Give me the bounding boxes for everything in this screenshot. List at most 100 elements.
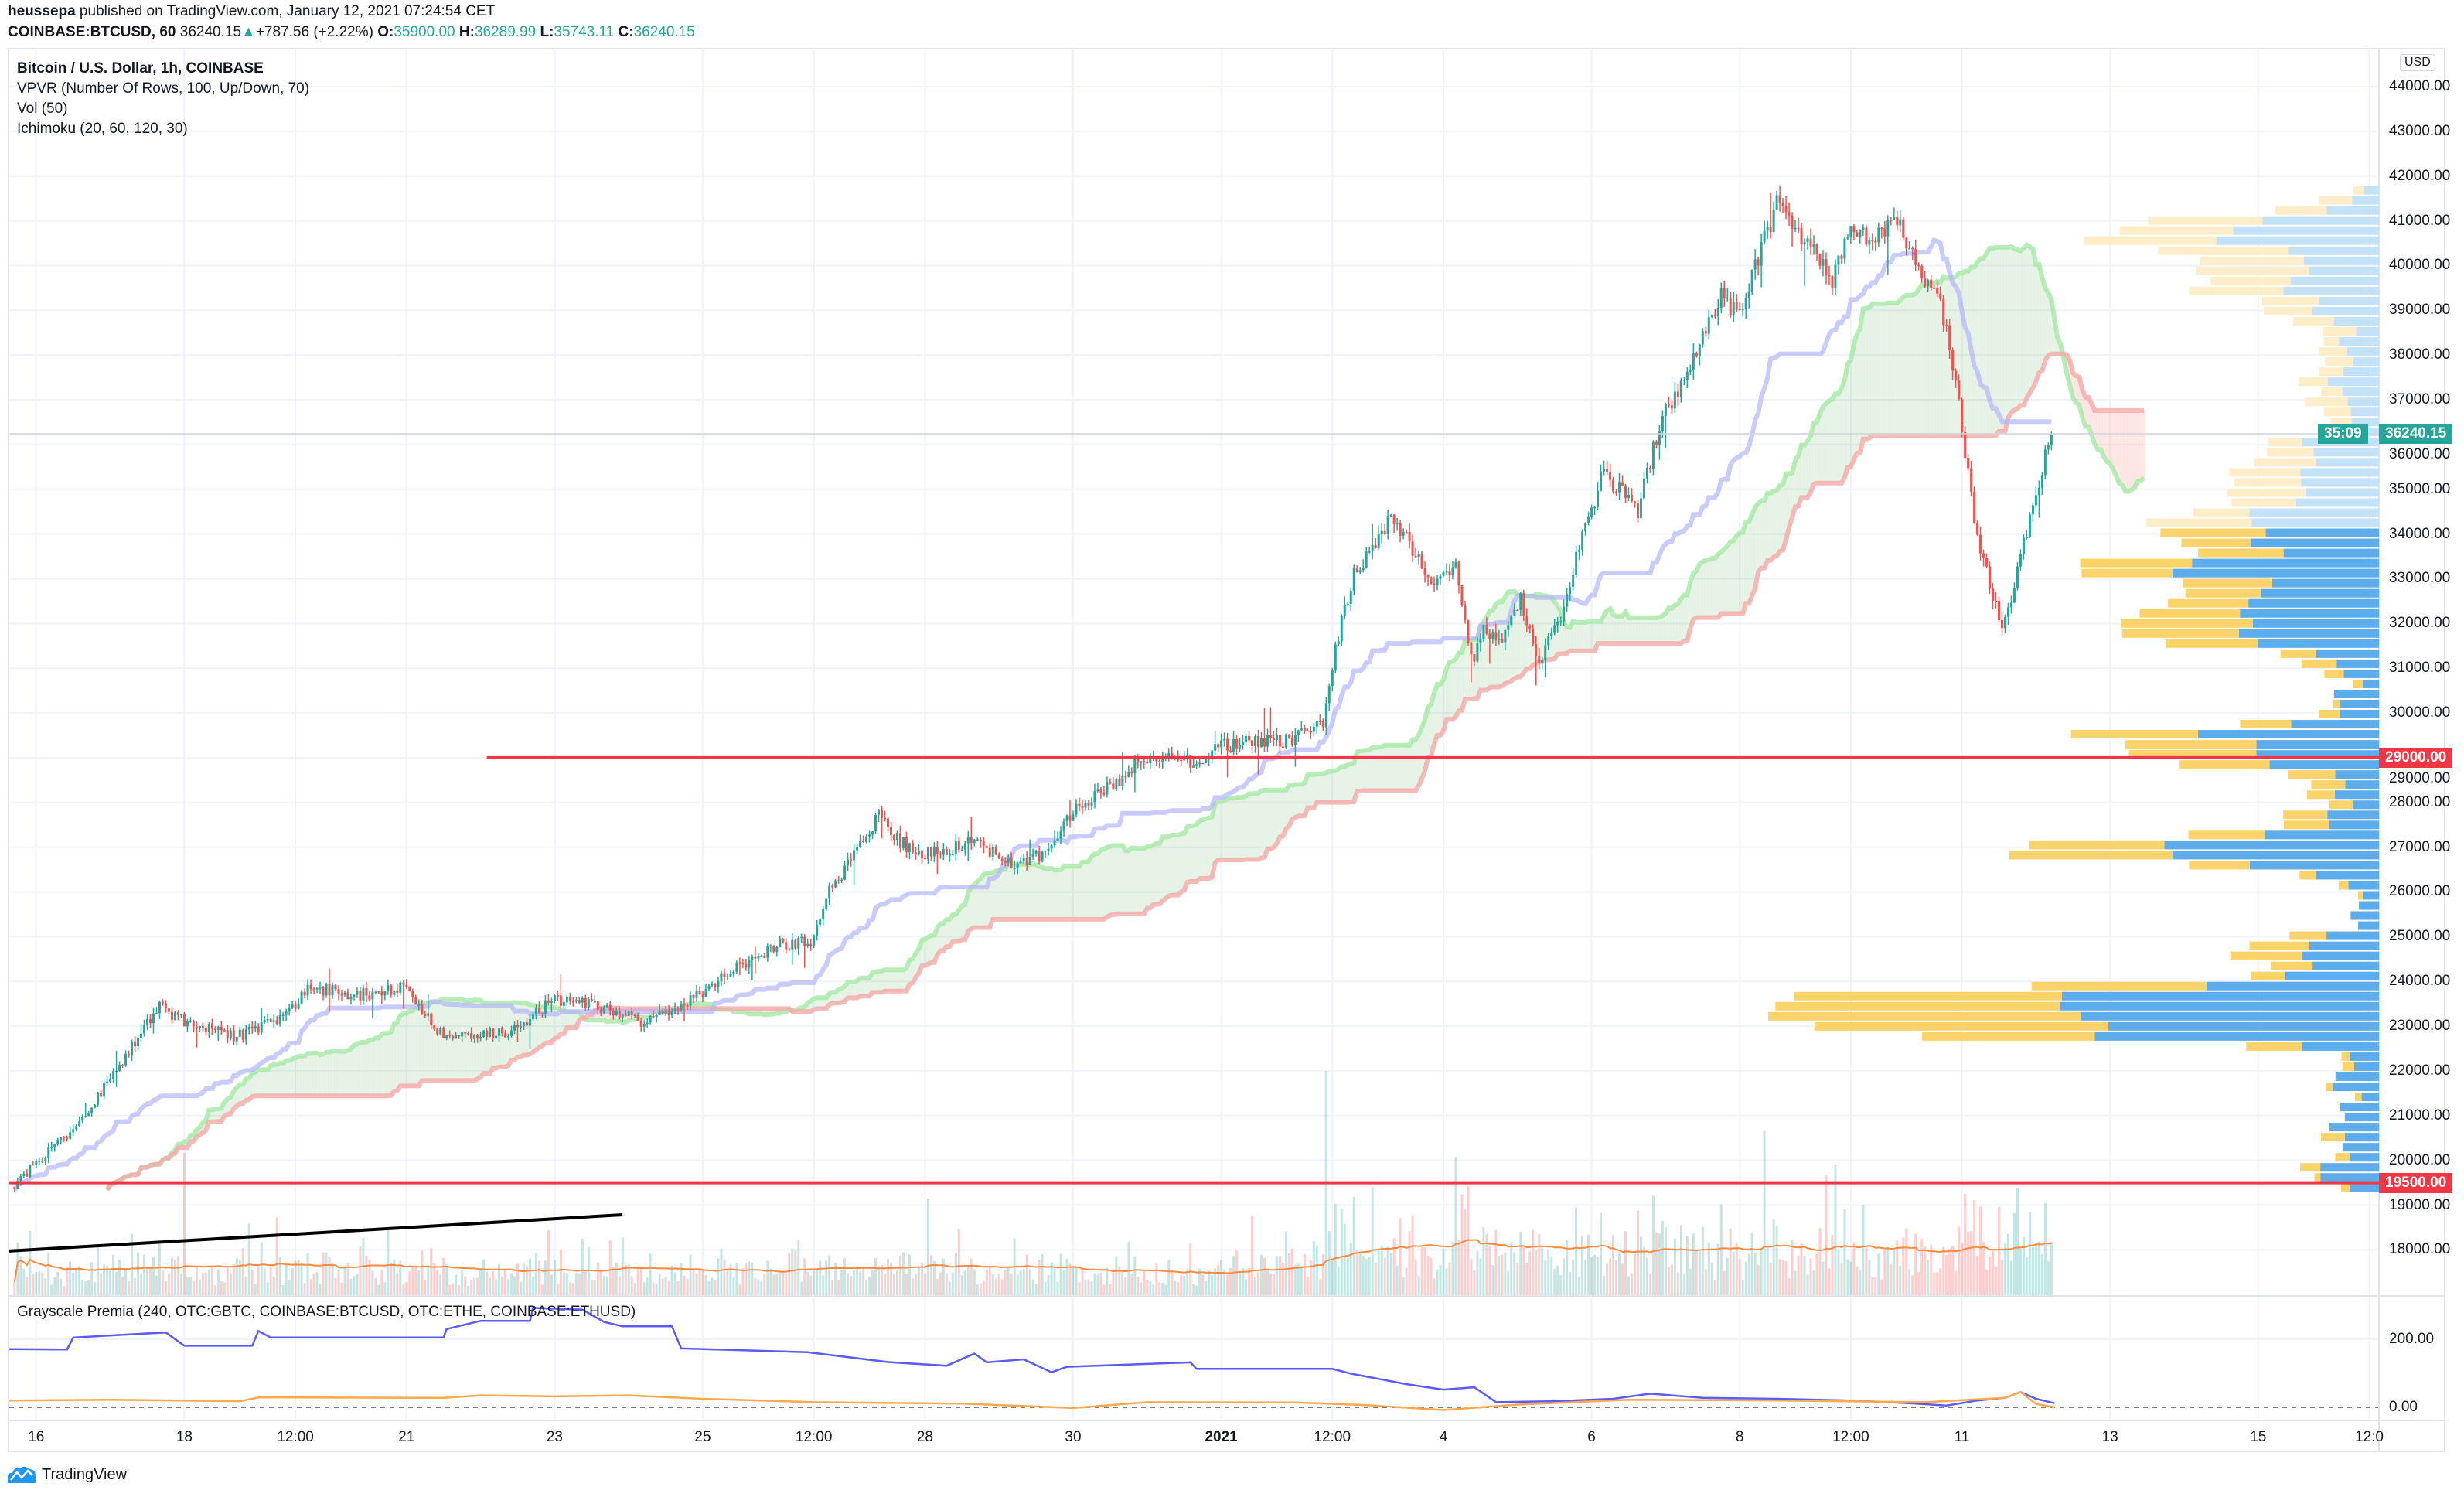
candle-body: [673, 1008, 676, 1011]
vpvr-down-bar: [2189, 861, 2250, 870]
cloud-segment: [565, 1011, 569, 1028]
cloud-segment: [309, 1053, 313, 1096]
candle: [346, 988, 349, 1000]
vpvr-up-bar: [2320, 1173, 2379, 1182]
candle-body: [1673, 391, 1676, 409]
price-axis-label: 44000.00: [2389, 78, 2451, 94]
candle-body: [2040, 475, 2043, 488]
volume-bar: [1849, 1261, 1852, 1295]
candle-body: [1149, 759, 1152, 764]
candle: [1140, 761, 1143, 770]
candle: [1303, 725, 1306, 734]
volume-bar: [695, 1273, 698, 1295]
cloud-segment: [1327, 771, 1331, 803]
candle: [2050, 431, 2053, 451]
cloud-segment: [861, 977, 865, 997]
candle: [1442, 570, 1445, 577]
volume-bar: [2050, 1241, 2053, 1295]
candle: [785, 938, 788, 954]
chart-title[interactable]: Bitcoin / U.S. Dollar, 1h, COINBASE: [17, 60, 264, 77]
cloud-segment: [2068, 360, 2072, 386]
volume-bar: [455, 1274, 458, 1295]
candle: [1099, 786, 1102, 799]
vpvr-up-bar: [2261, 588, 2379, 598]
candle: [1815, 243, 1818, 261]
cloud-segment: [1821, 406, 1825, 483]
candle-body: [1750, 269, 1753, 292]
volume-bar: [741, 1268, 745, 1295]
candle-body: [1575, 552, 1578, 575]
vpvr-up-bar: [2340, 1103, 2379, 1112]
volume-bar: [266, 1282, 269, 1295]
cloud-segment: [1972, 267, 1976, 436]
vpvr-down-bar: [2329, 800, 2353, 810]
candle-body: [424, 1014, 427, 1016]
legend-grayscale-premia[interactable]: Grayscale Premia (240, OTC:GBTC, COINBAS…: [17, 1304, 636, 1320]
candle-body: [1538, 656, 1541, 663]
candle-body: [510, 1030, 513, 1036]
candle-body: [1676, 391, 1679, 397]
candle-body: [1843, 238, 1846, 259]
cloud-segment: [2050, 298, 2053, 354]
cloud-segment: [1633, 617, 1637, 644]
legend-volume[interactable]: Vol (50): [17, 101, 68, 117]
cloud-segment: [198, 1127, 202, 1135]
cloud-segment: [1525, 596, 1528, 669]
candle: [294, 1001, 297, 1012]
volume-bar: [1171, 1270, 1174, 1295]
candle: [1321, 718, 1324, 731]
candle: [1639, 492, 1642, 519]
volume-bar: [1476, 1250, 1479, 1295]
cloud-segment: [1957, 273, 1961, 436]
tradingview-logo[interactable]: TradingView: [6, 1465, 127, 1485]
vpvr-down-bar: [2341, 1052, 2350, 1061]
candle: [926, 846, 929, 864]
volume-bar: [1259, 1254, 1263, 1295]
candle-body: [670, 1011, 673, 1016]
cloud-segment: [1154, 843, 1158, 905]
legend-vpvr[interactable]: VPVR (Number Of Rows, 100, Up/Down, 70): [17, 80, 310, 97]
price-axis-label: 35000.00: [2389, 480, 2451, 497]
cloud-segment: [389, 1032, 393, 1096]
cloud-segment: [1130, 847, 1133, 914]
volume-bar: [1719, 1204, 1723, 1295]
cloud-segment: [1028, 864, 1032, 919]
volume-bar: [1917, 1272, 1920, 1295]
volume-bar: [729, 1264, 732, 1295]
volume-bar: [525, 1266, 528, 1295]
cloud-segment: [1092, 854, 1097, 919]
candle: [1942, 295, 1945, 332]
currency-button[interactable]: USD: [2400, 54, 2435, 71]
candle: [642, 1020, 646, 1032]
candle: [1809, 228, 1812, 255]
cloud-segment: [932, 935, 936, 963]
open-value: 35900.00: [394, 24, 455, 40]
cloud-segment: [1349, 763, 1353, 803]
cloud-segment: [1151, 844, 1155, 905]
candle-body: [1007, 857, 1010, 863]
legend-ichimoku[interactable]: Ichimoku (20, 60, 120, 30): [17, 121, 188, 137]
candle-body: [1303, 728, 1306, 731]
candle-body: [840, 879, 843, 881]
cloud-segment: [1096, 853, 1100, 919]
candle: [260, 1008, 263, 1035]
volume-bar: [994, 1279, 997, 1295]
volume-bar: [1535, 1250, 1538, 1295]
candle-body: [476, 1035, 479, 1039]
candle: [436, 1028, 439, 1036]
candle: [81, 1114, 84, 1124]
candle-body: [390, 985, 393, 995]
vpvr-down-bar: [2196, 266, 2309, 275]
vpvr-up-bar: [2309, 941, 2379, 950]
candle-body: [571, 1001, 574, 1003]
author-name[interactable]: heussepa: [8, 3, 76, 19]
candle: [813, 934, 816, 949]
cloud-segment: [1278, 789, 1282, 837]
candle: [170, 1007, 173, 1024]
candle-body: [254, 1026, 257, 1029]
vpvr-down-bar: [2283, 810, 2328, 820]
volume-bar: [608, 1240, 612, 1295]
low-label: L:: [540, 24, 554, 40]
candle-body: [331, 984, 334, 996]
